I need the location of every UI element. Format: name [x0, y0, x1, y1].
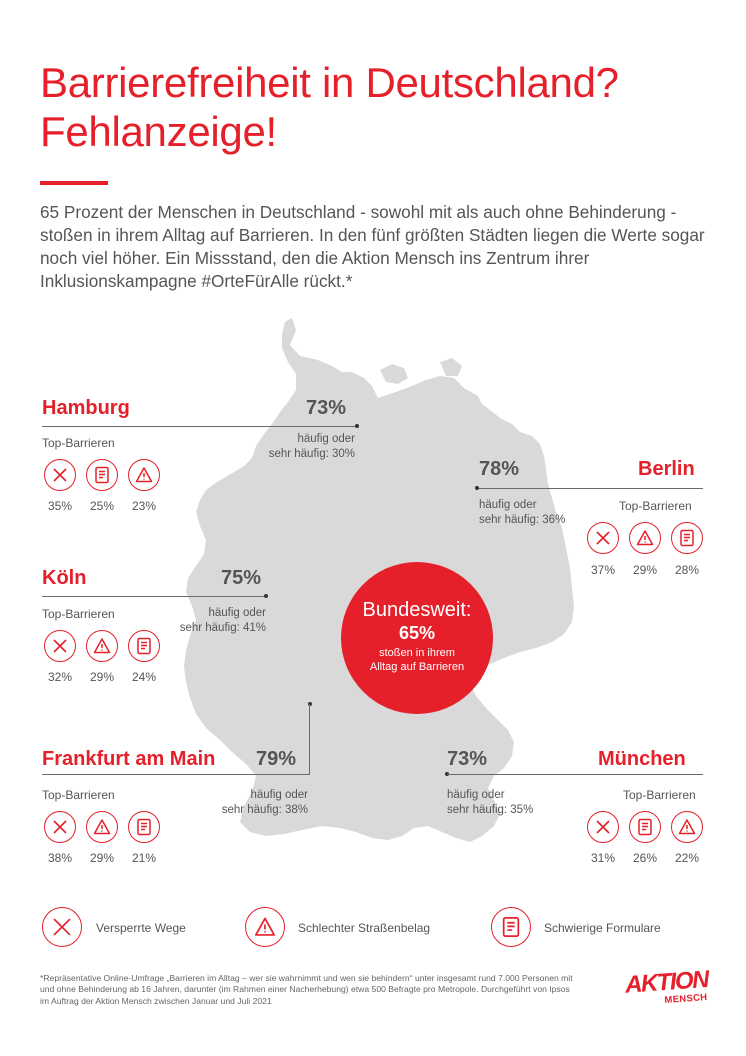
barrier-pct-frankfurt-1: 38%: [47, 851, 73, 865]
city-sub1-frankfurt: häufig oder: [250, 789, 308, 801]
top-barriers-label-muenchen: Top-Barrieren: [623, 788, 696, 802]
page-title-line-2: Fehlanzeige!: [40, 108, 277, 155]
city-value-koeln: 75%: [221, 567, 262, 589]
x-icon: [44, 811, 76, 843]
form-icon: [128, 811, 160, 843]
top-barriers-label-koeln: Top-Barrieren: [42, 607, 115, 621]
x-icon: [587, 522, 619, 554]
city-name-muenchen: München: [598, 748, 686, 770]
national-value: 65%: [398, 623, 436, 643]
barrier-pct-frankfurt-2: 29%: [89, 851, 115, 865]
barrier-pct-frankfurt-3: 21%: [131, 851, 157, 865]
barrier-pct-koeln-3: 24%: [131, 670, 157, 684]
connector-line-muenchen: [447, 774, 703, 775]
connector-line-hamburg: [42, 426, 357, 427]
barrier-pct-koeln-2: 29%: [89, 670, 115, 684]
city-name-berlin: Berlin: [638, 458, 695, 480]
barrier-pct-muenchen-2: 26%: [632, 851, 658, 865]
barrier-pct-berlin-3: 28%: [674, 563, 700, 577]
city-value-berlin: 78%: [479, 458, 520, 480]
city-value-hamburg: 73%: [306, 397, 347, 419]
warning-icon: [245, 907, 285, 947]
warning-icon: [128, 459, 160, 491]
page-title-line-1: Barrierefreiheit in Deutschland?: [40, 59, 619, 106]
national-sub: stoßen in ihrem Alltag auf Barrieren: [341, 646, 493, 674]
city-value-muenchen: 73%: [447, 748, 488, 770]
legend-difficult-forms: Schwierige Formulare: [544, 921, 661, 935]
city-sub-berlin: häufig oder sehr häufig: 36%: [479, 498, 565, 528]
city-sub-koeln: häufig oder sehr häufig: 41%: [166, 606, 266, 636]
form-icon: [629, 811, 661, 843]
city-name-frankfurt: Frankfurt am Main: [42, 748, 216, 770]
page-title: Barrierefreiheit in Deutschland? Fehlanz…: [40, 58, 720, 156]
connector-vline-frankfurt: [309, 704, 310, 774]
city-sub-frankfurt: häufig oder sehr häufig: 38%: [208, 788, 308, 818]
top-barriers-label-frankfurt: Top-Barrieren: [42, 788, 115, 802]
x-icon: [42, 907, 82, 947]
city-marker-koeln: [264, 594, 268, 598]
national-stat-circle: Bundesweit: 65% stoßen in ihrem Alltag a…: [341, 562, 493, 714]
barrier-pct-muenchen-1: 31%: [590, 851, 616, 865]
form-icon: [491, 907, 531, 947]
city-marker-berlin: [475, 486, 479, 490]
legend-bad-road: Schlechter Straßenbelag: [298, 921, 431, 935]
city-sub2-frankfurt: sehr häufig: 38%: [221, 804, 308, 816]
city-sub2-hamburg: sehr häufig: 30%: [268, 448, 355, 460]
top-barriers-label-berlin: Top-Barrieren: [619, 499, 692, 513]
intro-text: 65 Prozent der Menschen in Deutschland -…: [40, 202, 705, 291]
national-sub-line-2: Alltag auf Barrieren: [369, 661, 465, 673]
logo-line-2: MENSCH: [664, 992, 708, 1006]
city-sub1-hamburg: häufig oder: [297, 433, 355, 445]
title-divider: [40, 181, 108, 185]
city-sub2-muenchen: sehr häufig: 35%: [447, 804, 534, 816]
form-icon: [86, 459, 118, 491]
x-icon: [587, 811, 619, 843]
city-marker-hamburg: [355, 424, 359, 428]
city-sub-muenchen: häufig oder sehr häufig: 35%: [447, 788, 533, 818]
city-sub1-berlin: häufig oder: [479, 499, 537, 511]
warning-icon: [671, 811, 703, 843]
x-icon: [44, 630, 76, 662]
legend-blocked-paths: Versperrte Wege: [96, 921, 186, 935]
national-sub-line-1: stoßen in ihrem: [379, 647, 455, 659]
connector-line-berlin: [477, 488, 703, 489]
city-value-frankfurt: 79%: [256, 748, 297, 770]
barrier-pct-hamburg-2: 25%: [89, 499, 115, 513]
city-name-hamburg: Hamburg: [42, 397, 130, 419]
barrier-pct-muenchen-3: 22%: [674, 851, 700, 865]
barrier-pct-berlin-2: 29%: [632, 563, 658, 577]
footnote: *Repräsentative Online-Umfrage „Barriere…: [40, 973, 573, 1006]
city-sub1-muenchen: häufig oder: [447, 789, 505, 801]
city-marker-frankfurt: [308, 702, 312, 706]
city-sub2-berlin: sehr häufig: 36%: [479, 514, 566, 526]
aktion-mensch-logo: AKTION MENSCH: [617, 966, 709, 1012]
city-sub-hamburg: häufig oder sehr häufig: 30%: [255, 432, 355, 462]
city-sub1-koeln: häufig oder: [208, 607, 266, 619]
connector-line-frankfurt: [42, 774, 310, 775]
x-icon: [44, 459, 76, 491]
city-name-koeln: Köln: [42, 567, 87, 589]
barrier-pct-hamburg-1: 35%: [47, 499, 73, 513]
city-sub2-koeln: sehr häufig: 41%: [179, 622, 266, 634]
form-icon: [128, 630, 160, 662]
form-icon: [671, 522, 703, 554]
barrier-pct-koeln-1: 32%: [47, 670, 73, 684]
national-label: Bundesweit:: [362, 599, 472, 621]
warning-icon: [86, 811, 118, 843]
barrier-pct-hamburg-3: 23%: [131, 499, 157, 513]
barrier-pct-berlin-1: 37%: [590, 563, 616, 577]
warning-icon: [629, 522, 661, 554]
top-barriers-label-hamburg: Top-Barrieren: [42, 436, 115, 450]
warning-icon: [86, 630, 118, 662]
connector-line-koeln: [42, 596, 266, 597]
